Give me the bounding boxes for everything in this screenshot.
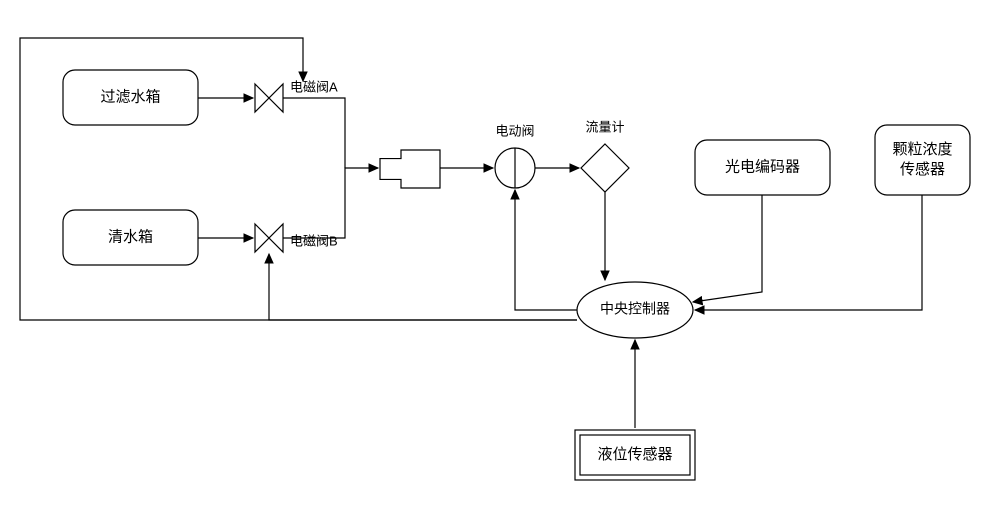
solenoid-valve-a-icon	[255, 84, 283, 112]
particle-sensor-label-2: 传感器	[900, 161, 945, 178]
filter-tank-label: 过滤水箱	[100, 88, 160, 105]
edge-encoder-to-ctrl	[693, 195, 762, 302]
solenoid-valve-b-icon	[255, 224, 283, 252]
motor-valve-label: 电动阀	[495, 123, 534, 138]
clean-tank-label: 清水箱	[108, 228, 153, 245]
edge-particle-to-ctrl	[695, 195, 922, 310]
flow-meter-label: 流量计	[585, 119, 624, 134]
tee-junction-icon	[380, 150, 440, 188]
flow-meter-icon	[581, 144, 629, 192]
edge-valveB-to-tee	[283, 168, 378, 238]
level-sensor-label: 液位传感器	[597, 446, 672, 463]
central-controller-label: 中央控制器	[600, 301, 670, 317]
edge-ctrl-to-motor	[515, 190, 577, 310]
flowchart-canvas: 过滤水箱 清水箱 电磁阀A 电磁阀B 电动阀 流量计 光电编码器 颗粒浓度 传	[0, 0, 1000, 513]
particle-sensor-label-1: 颗粒浓度	[892, 141, 952, 158]
edge-valveA-to-tee	[283, 98, 345, 168]
solenoid-valve-b-label: 电磁阀B	[290, 233, 338, 248]
solenoid-valve-a-label: 电磁阀A	[290, 79, 338, 94]
encoder-label: 光电编码器	[725, 158, 800, 175]
nodes-layer: 过滤水箱 清水箱 电磁阀A 电磁阀B 电动阀 流量计 光电编码器 颗粒浓度 传	[63, 70, 970, 480]
